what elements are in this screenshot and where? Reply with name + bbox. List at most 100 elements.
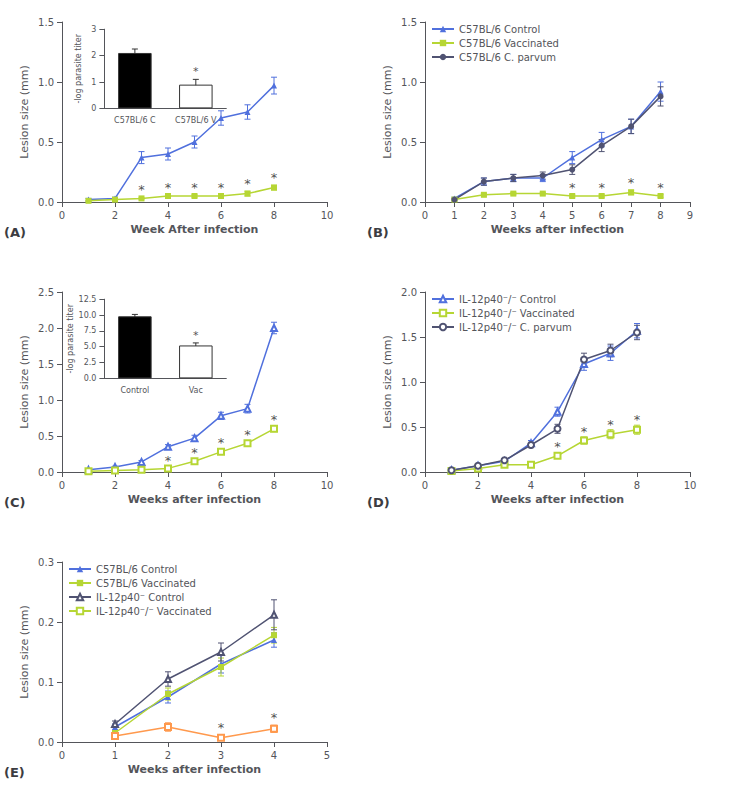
- svg-text:10: 10: [684, 480, 697, 491]
- svg-text:4: 4: [528, 480, 534, 491]
- svg-text:0: 0: [422, 480, 428, 491]
- svg-text:2: 2: [481, 210, 487, 221]
- svg-text:8: 8: [657, 210, 663, 221]
- svg-text:*: *: [191, 445, 198, 460]
- svg-text:0.0: 0.0: [401, 467, 417, 478]
- svg-text:1.0: 1.0: [401, 77, 417, 88]
- svg-text:*: *: [271, 412, 278, 427]
- svg-text:5: 5: [569, 210, 575, 221]
- svg-text:4: 4: [165, 480, 171, 491]
- svg-text:0.5: 0.5: [401, 422, 417, 433]
- svg-text:Weeks after infection: Weeks after infection: [491, 493, 624, 506]
- svg-text:C57BL/6 Vaccinated: C57BL/6 Vaccinated: [459, 38, 559, 49]
- svg-text:1: 1: [112, 750, 118, 761]
- svg-text:(A): (A): [4, 225, 26, 240]
- svg-text:3: 3: [91, 25, 96, 34]
- svg-text:Lesion size (mm): Lesion size (mm): [18, 65, 31, 159]
- svg-text:*: *: [628, 175, 635, 190]
- svg-text:IL-12p40⁻ Control: IL-12p40⁻ Control: [96, 592, 184, 603]
- svg-text:1.0: 1.0: [401, 377, 417, 388]
- svg-text:Weeks after infection: Weeks after infection: [128, 493, 261, 506]
- svg-text:2.5: 2.5: [38, 287, 54, 298]
- svg-text:1.5: 1.5: [401, 332, 417, 343]
- svg-text:2.5: 2.5: [84, 358, 97, 367]
- svg-text:5: 5: [324, 750, 330, 761]
- svg-text:*: *: [218, 720, 225, 735]
- svg-text:0.2: 0.2: [38, 617, 54, 628]
- svg-text:*: *: [569, 180, 576, 195]
- svg-text:0.0: 0.0: [38, 737, 54, 748]
- svg-text:3: 3: [510, 210, 516, 221]
- svg-text:0: 0: [59, 210, 65, 221]
- svg-text:12.5: 12.5: [79, 295, 97, 304]
- svg-text:9: 9: [687, 210, 693, 221]
- svg-text:2: 2: [112, 210, 118, 221]
- svg-text:*: *: [244, 176, 251, 191]
- svg-text:0: 0: [59, 480, 65, 491]
- svg-text:*: *: [193, 65, 199, 78]
- svg-text:2.0: 2.0: [38, 323, 54, 334]
- svg-text:3: 3: [218, 750, 224, 761]
- svg-text:0.0: 0.0: [84, 374, 97, 383]
- svg-text:2: 2: [91, 51, 96, 60]
- svg-text:1.5: 1.5: [401, 17, 417, 28]
- svg-text:10.0: 10.0: [79, 311, 97, 320]
- svg-text:10: 10: [321, 480, 334, 491]
- svg-text:IL-12p40⁻/⁻ Vaccinated: IL-12p40⁻/⁻ Vaccinated: [459, 308, 575, 319]
- svg-text:*: *: [218, 180, 225, 195]
- svg-text:*: *: [218, 435, 225, 450]
- svg-text:Lesion size (mm): Lesion size (mm): [18, 605, 31, 699]
- svg-text:5.0: 5.0: [84, 342, 97, 351]
- svg-text:0.3: 0.3: [38, 557, 54, 568]
- svg-text:IL-12p40⁻/⁻ Control: IL-12p40⁻/⁻ Control: [459, 294, 556, 305]
- svg-text:*: *: [598, 180, 605, 195]
- svg-text:1.0: 1.0: [38, 395, 54, 406]
- svg-text:1: 1: [91, 78, 96, 87]
- svg-text:6: 6: [598, 210, 604, 221]
- svg-text:8: 8: [271, 210, 277, 221]
- svg-text:C57BL/6 Control: C57BL/6 Control: [96, 564, 177, 575]
- svg-text:(C): (C): [4, 495, 25, 510]
- svg-text:*: *: [193, 329, 199, 342]
- svg-text:Lesion size (mm): Lesion size (mm): [381, 65, 394, 159]
- svg-text:0.0: 0.0: [401, 197, 417, 208]
- svg-text:*: *: [554, 439, 561, 454]
- svg-text:Weeks after infection: Weeks after infection: [128, 763, 261, 776]
- svg-text:C57BL/6 V: C57BL/6 V: [175, 116, 217, 125]
- svg-text:1.5: 1.5: [38, 17, 54, 28]
- svg-text:Vac: Vac: [189, 386, 203, 395]
- svg-text:8: 8: [634, 480, 640, 491]
- svg-text:1.5: 1.5: [38, 359, 54, 370]
- svg-text:7.5: 7.5: [84, 326, 97, 335]
- svg-text:*: *: [244, 427, 251, 442]
- svg-text:2.0: 2.0: [401, 287, 417, 298]
- svg-text:*: *: [634, 412, 641, 427]
- svg-text:0.0: 0.0: [38, 467, 54, 478]
- svg-text:*: *: [657, 180, 664, 195]
- svg-text:-log parasite titer: -log parasite titer: [74, 33, 83, 103]
- svg-text:Week After infection: Week After infection: [131, 223, 259, 236]
- svg-text:IL-12p40⁻/⁻ C. parvum: IL-12p40⁻/⁻ C. parvum: [459, 322, 572, 333]
- svg-text:0.0: 0.0: [38, 197, 54, 208]
- svg-text:Weeks after infection: Weeks after infection: [491, 223, 624, 236]
- svg-text:6: 6: [218, 210, 224, 221]
- svg-text:C57BL/6 Control: C57BL/6 Control: [459, 24, 540, 35]
- svg-text:*: *: [581, 424, 588, 439]
- svg-text:(B): (B): [367, 225, 389, 240]
- svg-text:C57BL/6 C. parvum: C57BL/6 C. parvum: [459, 52, 556, 63]
- svg-text:0.1: 0.1: [38, 677, 54, 688]
- svg-text:2: 2: [165, 750, 171, 761]
- svg-text:0.5: 0.5: [401, 137, 417, 148]
- svg-text:8: 8: [271, 480, 277, 491]
- svg-text:0.5: 0.5: [38, 137, 54, 148]
- svg-text:IL-12p40⁻/⁻ Vaccinated: IL-12p40⁻/⁻ Vaccinated: [96, 606, 212, 617]
- svg-text:4: 4: [271, 750, 277, 761]
- svg-text:0: 0: [59, 750, 65, 761]
- svg-text:C57BL/6 Vaccinated: C57BL/6 Vaccinated: [96, 578, 196, 589]
- svg-text:(D): (D): [367, 495, 390, 510]
- svg-text:4: 4: [165, 210, 171, 221]
- svg-text:*: *: [607, 417, 614, 432]
- svg-text:*: *: [138, 182, 145, 197]
- svg-text:2: 2: [112, 480, 118, 491]
- svg-text:1: 1: [451, 210, 457, 221]
